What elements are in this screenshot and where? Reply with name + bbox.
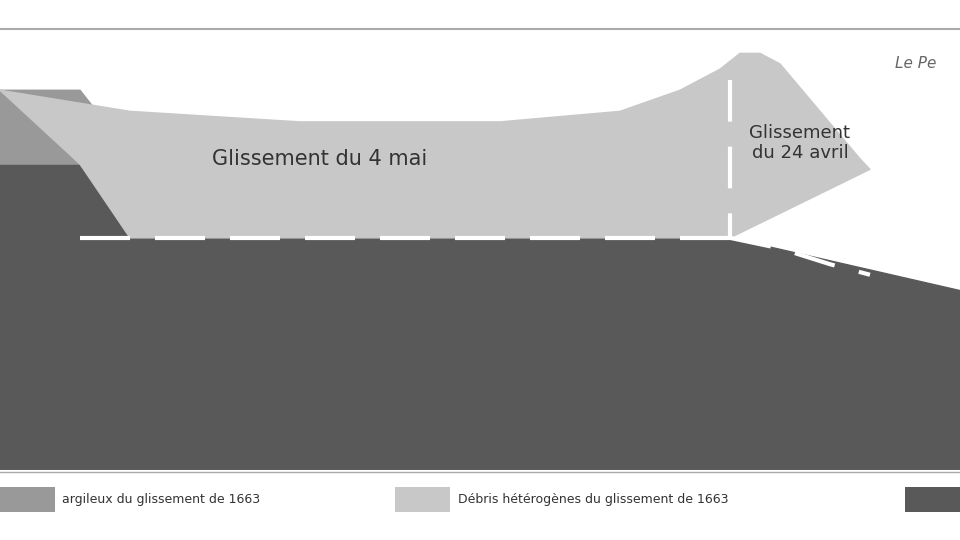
Text: Débris hétérogènes du glissement de 1663: Débris hétérogènes du glissement de 1663 xyxy=(458,494,729,507)
Text: argileux du glissement de 1663: argileux du glissement de 1663 xyxy=(62,494,260,507)
Bar xyxy=(395,487,450,512)
Text: Glissement
du 24 avril: Glissement du 24 avril xyxy=(750,124,851,163)
Bar xyxy=(0,487,55,512)
Text: Le Pe: Le Pe xyxy=(895,56,936,71)
Bar xyxy=(905,487,960,512)
Polygon shape xyxy=(0,53,870,238)
Polygon shape xyxy=(0,90,130,227)
Text: Glissement du 4 mai: Glissement du 4 mai xyxy=(212,149,427,169)
Polygon shape xyxy=(0,164,960,470)
